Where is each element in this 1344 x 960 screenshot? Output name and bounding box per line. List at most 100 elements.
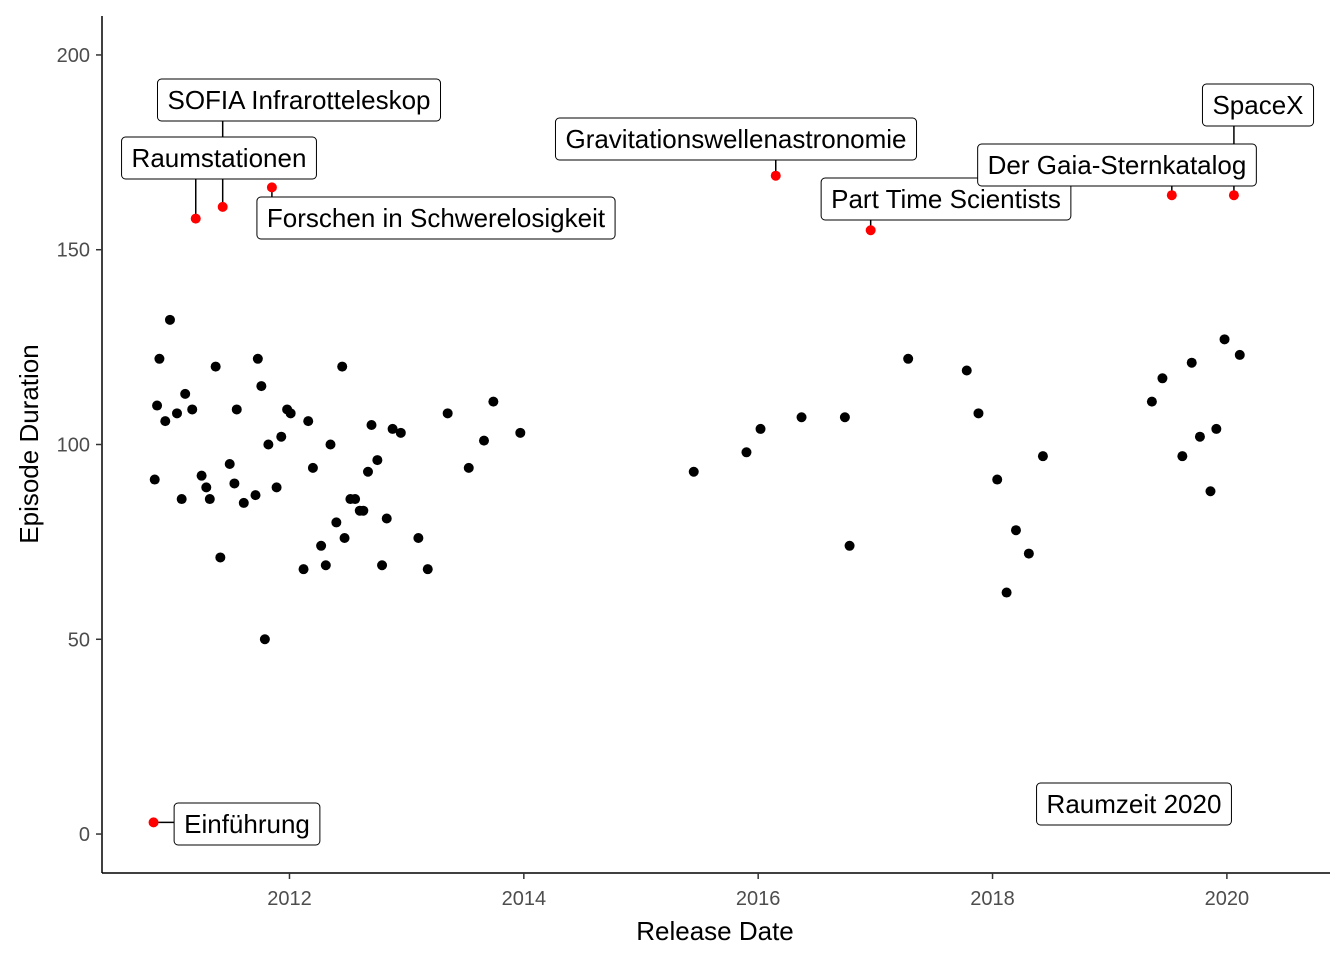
highlighted-point-forschen-in-schwerelosigkeit bbox=[266, 182, 277, 193]
annotation-text-einfuhrung: Einführung bbox=[184, 809, 310, 839]
data-point-68 bbox=[1146, 396, 1157, 407]
data-point-67 bbox=[1037, 451, 1048, 462]
data-point-37 bbox=[350, 494, 361, 505]
x-axis-title: Release Date bbox=[636, 916, 794, 946]
annotation-box-spacex bbox=[1201, 83, 1315, 127]
annotation-text-der-gaia-sternkatalog: Der Gaia-Sternkatalog bbox=[988, 150, 1247, 180]
data-point-64 bbox=[1001, 587, 1012, 598]
data-point-53 bbox=[515, 427, 526, 438]
data-point-8 bbox=[187, 404, 198, 415]
annotation-gravitationswellenastronomie: Gravitationswellenastronomie bbox=[554, 117, 918, 161]
x-tick-label-2012: 2012 bbox=[267, 888, 312, 910]
annotation-raumzeit-2020: Raumzeit 2020 bbox=[1036, 782, 1232, 826]
data-point-60 bbox=[903, 353, 914, 364]
annotation-box-der-gaia-sternkatalog bbox=[977, 143, 1257, 187]
data-point-69 bbox=[1157, 373, 1168, 384]
y-tick-label-200: 200 bbox=[57, 45, 90, 67]
x-ticks: 2012 2014 2016 2018 2020 bbox=[267, 873, 1249, 910]
annotation-box-einfuhrung bbox=[173, 802, 321, 846]
data-point-14 bbox=[224, 458, 235, 469]
data-point-70 bbox=[1177, 451, 1188, 462]
data-point-51 bbox=[478, 435, 489, 446]
data-point-16 bbox=[231, 404, 242, 415]
data-point-58 bbox=[839, 412, 850, 423]
data-point-10 bbox=[201, 482, 212, 493]
data-point-23 bbox=[271, 482, 282, 493]
highlighted-point-sofia-infrarotteleskop bbox=[217, 201, 228, 212]
data-point-1 bbox=[152, 400, 163, 411]
x-tick-label-2016: 2016 bbox=[736, 888, 781, 910]
data-point-45 bbox=[387, 423, 398, 434]
highlighted-point-gravitationswellenastronomie bbox=[770, 170, 781, 181]
annotation-text-forschen-in-schwerelosigkeit: Forschen in Schwerelosigkeit bbox=[267, 203, 606, 233]
data-point-0 bbox=[149, 474, 160, 485]
annotation-labels: Einführung Raumstationen SOFIA Infrarottel… bbox=[121, 78, 1315, 846]
data-point-62 bbox=[973, 408, 984, 419]
data-point-21 bbox=[259, 634, 270, 645]
y-tick-label-0: 0 bbox=[79, 824, 90, 846]
highlighted-point-einfuhrung bbox=[148, 817, 159, 828]
data-point-59 bbox=[844, 540, 855, 551]
data-point-20 bbox=[256, 381, 267, 392]
data-point-22 bbox=[263, 439, 274, 450]
data-point-17 bbox=[238, 497, 249, 508]
data-point-13 bbox=[215, 552, 226, 563]
data-point-18 bbox=[250, 490, 261, 501]
annotation-text-raumzeit-2020: Raumzeit 2020 bbox=[1047, 789, 1222, 819]
annotation-raumstationen: Raumstationen bbox=[121, 136, 317, 180]
x-tick-label-2020: 2020 bbox=[1205, 888, 1250, 910]
annotation-spacex: SpaceX bbox=[1201, 83, 1315, 127]
data-point-44 bbox=[381, 513, 392, 524]
y-tick-label-150: 150 bbox=[57, 240, 90, 262]
annotation-box-forschen-in-schwerelosigkeit bbox=[256, 196, 616, 240]
data-point-63 bbox=[992, 474, 1003, 485]
data-point-39 bbox=[358, 505, 369, 516]
data-point-71 bbox=[1186, 357, 1197, 368]
annotation-sofia-infrarotteleskop: SOFIA Infrarotteleskop bbox=[156, 78, 442, 122]
data-point-52 bbox=[488, 396, 499, 407]
data-point-26 bbox=[285, 408, 296, 419]
annotation-box-raumstationen bbox=[121, 136, 317, 180]
data-point-65 bbox=[1010, 525, 1021, 536]
annotation-box-gravitationswellenastronomie bbox=[554, 117, 918, 161]
y-axis-title: Episode Duration bbox=[14, 344, 44, 543]
data-point-48 bbox=[422, 564, 433, 575]
data-point-61 bbox=[961, 365, 972, 376]
y-ticks: 0 50 100 150 200 bbox=[57, 45, 102, 846]
data-point-42 bbox=[372, 455, 383, 466]
annotation-text-sofia-infrarotteleskop: SOFIA Infrarotteleskop bbox=[167, 85, 430, 115]
data-point-55 bbox=[741, 447, 752, 458]
annotation-forschen-in-schwerelosigkeit: Forschen in Schwerelosigkeit bbox=[256, 196, 616, 240]
y-tick-label-50: 50 bbox=[68, 629, 90, 651]
data-point-35 bbox=[339, 532, 350, 543]
data-point-56 bbox=[755, 423, 766, 434]
annotation-einfuhrung: Einführung bbox=[173, 802, 321, 846]
highlighted-point-part-time-scientists bbox=[865, 225, 876, 236]
data-point-3 bbox=[160, 416, 171, 427]
annotation-text-gravitationswellenastronomie: Gravitationswellenastronomie bbox=[565, 124, 906, 154]
data-point-24 bbox=[276, 431, 287, 442]
data-point-11 bbox=[204, 494, 215, 505]
data-point-76 bbox=[1234, 349, 1245, 360]
highlighted-point-raumstationen bbox=[190, 213, 201, 224]
data-point-7 bbox=[180, 388, 191, 399]
data-point-43 bbox=[377, 560, 388, 571]
data-point-54 bbox=[688, 466, 699, 477]
data-point-41 bbox=[366, 420, 377, 431]
data-point-74 bbox=[1211, 423, 1222, 434]
data-point-47 bbox=[413, 532, 424, 543]
data-point-72 bbox=[1194, 431, 1205, 442]
highlighted-points bbox=[148, 170, 1239, 828]
data-point-32 bbox=[325, 439, 336, 450]
annotation-text-spacex: SpaceX bbox=[1212, 90, 1303, 120]
highlighted-point-der-gaia-sternkatalog bbox=[1166, 190, 1177, 201]
annotation-box-part-time-scientists bbox=[820, 177, 1072, 221]
data-point-33 bbox=[331, 517, 342, 528]
data-point-66 bbox=[1023, 548, 1034, 559]
data-point-9 bbox=[196, 470, 207, 481]
data-point-19 bbox=[252, 353, 263, 364]
data-point-34 bbox=[337, 361, 348, 372]
data-point-12 bbox=[210, 361, 221, 372]
data-point-5 bbox=[171, 408, 182, 419]
data-point-31 bbox=[320, 560, 331, 571]
